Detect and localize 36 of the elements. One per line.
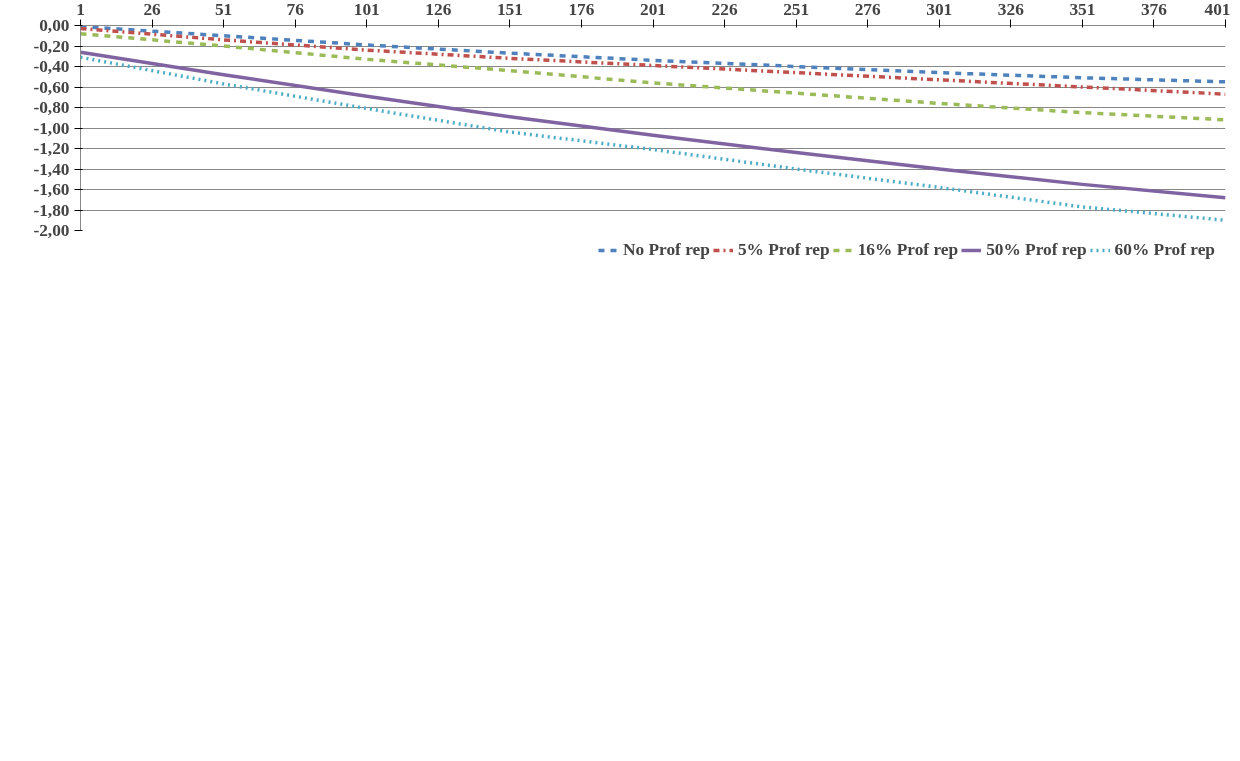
- x-tick-label: 226: [711, 0, 738, 19]
- x-tick-label: 76: [286, 0, 305, 19]
- y-tick-label: -1,60: [33, 180, 70, 199]
- y-tick-label: -1,40: [33, 159, 70, 179]
- y-tick-label: -1,80: [33, 200, 70, 220]
- legend-label: 16% Prof rep: [857, 240, 959, 260]
- x-tick-label: 26: [143, 0, 162, 19]
- line-series: [80, 31, 1226, 122]
- x-tick-label: 301: [926, 0, 953, 19]
- y-tick-label: -1,20: [33, 139, 70, 158]
- y-tick-label: 0,00: [39, 16, 70, 35]
- x-tick-label: 126: [425, 0, 452, 19]
- y-tick-label: -0,80: [33, 98, 70, 117]
- x-tick-label: 351: [1069, 0, 1096, 19]
- x-tick-label: 151: [496, 0, 523, 19]
- line-series: [80, 50, 1226, 200]
- y-tick-label: -0,20: [33, 36, 70, 56]
- legend-label: No Prof rep: [622, 240, 710, 260]
- x-tick-label: 326: [997, 0, 1025, 19]
- y-tick-label: -2,00: [33, 221, 70, 240]
- x-tick-label: 176: [568, 0, 595, 19]
- x-tick-label: 51: [214, 0, 233, 19]
- x-tick-label: 376: [1140, 0, 1168, 19]
- y-tick-label: -0,40: [33, 57, 70, 76]
- y-tick-label: -0,60: [33, 77, 70, 97]
- line-series: [80, 55, 1226, 222]
- legend-label: 50% Prof rep: [986, 240, 1087, 260]
- legend-label: 5% Prof rep: [737, 240, 830, 260]
- x-tick-label: 401: [1204, 0, 1231, 19]
- legend-label: 60% Prof rep: [1114, 240, 1215, 260]
- x-tick-label: 101: [353, 0, 380, 19]
- y-tick-label: -1,00: [33, 118, 70, 138]
- x-tick-label: 201: [640, 0, 666, 19]
- x-tick-label: 251: [783, 0, 810, 19]
- x-tick-label: 276: [854, 0, 882, 19]
- x-tick-label: 1: [76, 0, 85, 19]
